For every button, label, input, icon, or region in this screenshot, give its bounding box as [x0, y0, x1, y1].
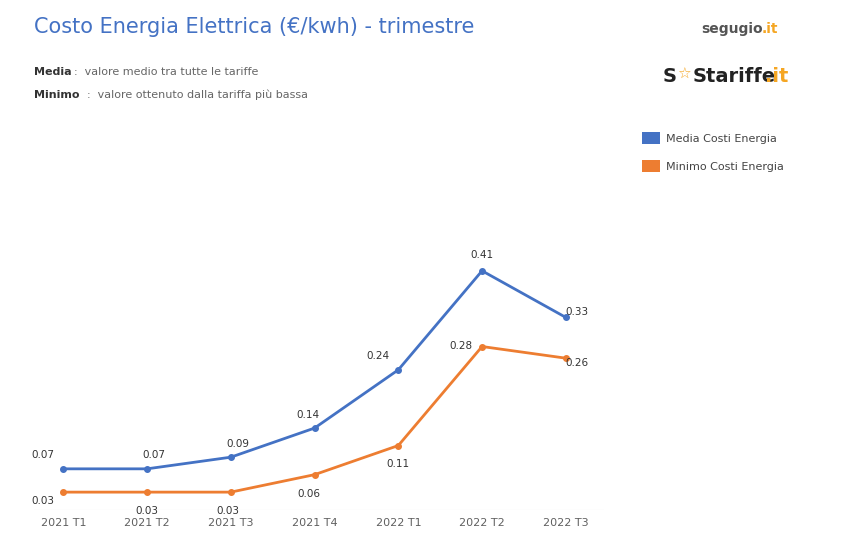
Text: 0.07: 0.07	[143, 450, 166, 460]
Text: 0.07: 0.07	[31, 450, 54, 460]
Text: 0.33: 0.33	[565, 307, 588, 318]
Text: 0.14: 0.14	[296, 410, 320, 420]
Text: Media: Media	[34, 67, 71, 77]
Text: Costo Energia Elettrica (€/kwh) - trimestre: Costo Energia Elettrica (€/kwh) - trimes…	[34, 17, 474, 37]
Text: 0.03: 0.03	[135, 506, 159, 516]
Text: segugio: segugio	[701, 22, 763, 36]
Text: Stariffe: Stariffe	[693, 67, 776, 86]
Text: Minimo Costi Energia: Minimo Costi Energia	[666, 162, 784, 172]
Text: 0.11: 0.11	[387, 459, 410, 469]
Text: 0.28: 0.28	[450, 341, 473, 351]
Text: Media Costi Energia: Media Costi Energia	[666, 134, 776, 144]
Text: 0.03: 0.03	[217, 506, 240, 516]
Text: .it: .it	[762, 22, 778, 36]
Text: 0.06: 0.06	[298, 488, 320, 498]
Text: 0.24: 0.24	[366, 352, 389, 362]
Text: :  valore ottenuto dalla tariffa più bassa: : valore ottenuto dalla tariffa più bass…	[87, 90, 308, 100]
Text: .it: .it	[765, 67, 788, 86]
Text: :  valore medio tra tutte le tariffe: : valore medio tra tutte le tariffe	[74, 67, 258, 77]
Text: S: S	[663, 67, 677, 86]
Text: 0.09: 0.09	[226, 439, 249, 449]
Text: 0.03: 0.03	[31, 496, 54, 506]
Text: 0.26: 0.26	[565, 358, 588, 368]
Text: ☆: ☆	[677, 67, 691, 82]
Text: Minimo: Minimo	[34, 90, 80, 100]
Text: 0.41: 0.41	[471, 250, 494, 260]
